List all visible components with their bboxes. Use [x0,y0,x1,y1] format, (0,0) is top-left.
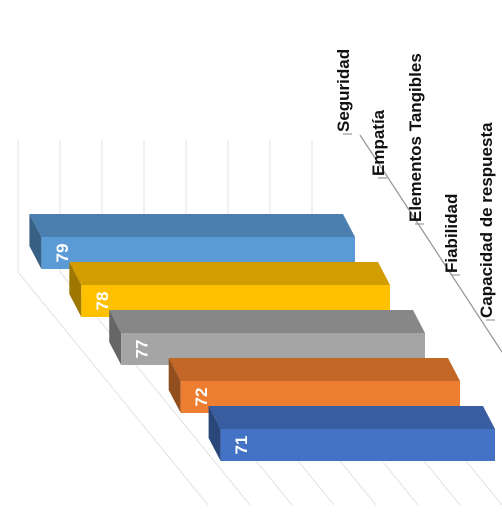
category-axis [343,133,502,353]
data-label: 77 [133,340,152,359]
data-label: 79 [53,244,72,263]
bar-front [220,429,495,461]
bar-side [168,358,181,413]
bar-side [29,214,42,269]
bars: 79 78 77 72 71 [29,214,495,461]
category-label: Elementos Tangibles [406,53,425,222]
category-label: Seguridad [334,49,353,132]
category-label: Capacidad de respuesta [477,122,496,318]
bar: 78 [69,262,391,317]
bar-side [69,262,82,317]
bar-side [109,310,122,365]
bar-top [109,310,425,333]
bar-top [168,358,460,381]
bar-top [29,214,356,237]
bar: 72 [168,358,460,413]
bar: 77 [109,310,425,365]
category-label: Fiabilidad [442,194,461,273]
data-label: 71 [232,436,251,455]
bar-side [208,406,221,461]
bar: 79 [29,214,356,269]
bar-top [208,406,495,429]
bar: 71 [208,406,495,461]
axis-line [359,134,502,353]
data-label: 72 [192,388,211,407]
gridline [17,271,209,506]
category-label: Empatía [369,109,388,176]
data-label: 78 [93,292,112,311]
bar-top [69,262,391,285]
category-labels: Seguridad Empatía Elementos Tangibles Fiabi… [334,49,496,318]
